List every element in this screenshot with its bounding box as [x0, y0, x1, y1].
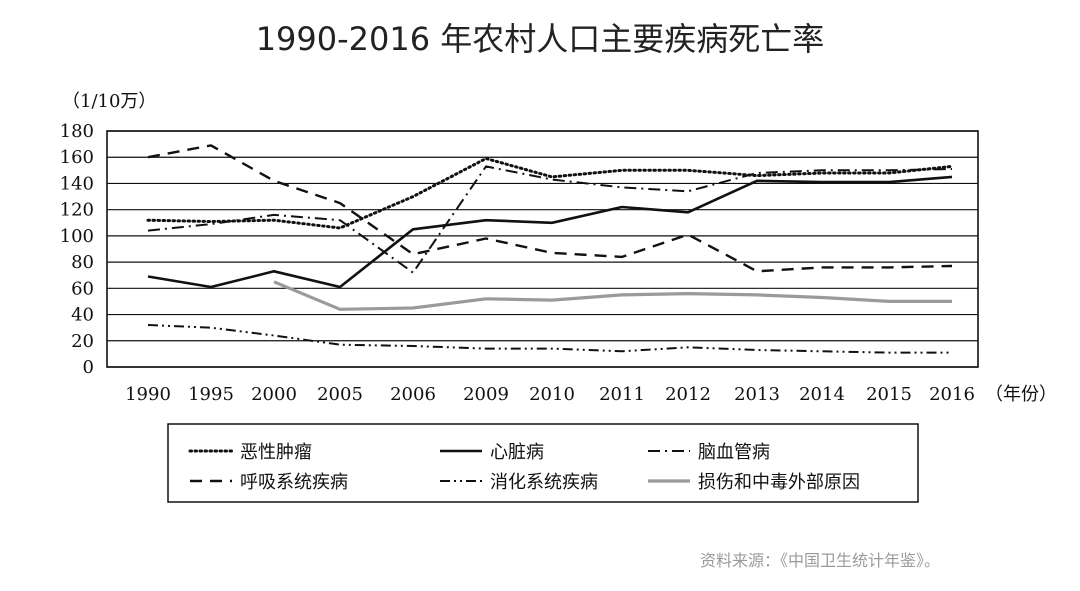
legend-label-digestive: 消化系统疾病 — [490, 472, 598, 493]
series-line-heart — [147, 175, 953, 289]
x-tick-label: 2016 — [929, 384, 975, 405]
source-note: 资料来源：《中国卫生统计年鉴》。 — [700, 551, 940, 570]
legend-box — [167, 423, 919, 503]
y-tick-label: 100 — [60, 226, 94, 247]
series-line-injury — [273, 280, 952, 311]
grid-lines — [107, 130, 978, 368]
x-tick-label: 2011 — [599, 384, 645, 405]
x-tick-label: 2005 — [317, 384, 363, 405]
x-tick-label: 2014 — [799, 384, 845, 405]
x-tick-label: 2015 — [866, 384, 912, 405]
y-tick-label: 120 — [60, 200, 94, 221]
y-tick-label: 40 — [71, 305, 94, 326]
legend-label-heart: 心脏病 — [490, 442, 544, 463]
series-line-malignant — [146, 157, 954, 230]
x-tick-label: 1990 — [125, 384, 171, 405]
legend-label-respiratory: 呼吸系统疾病 — [240, 472, 348, 493]
plot-border — [106, 130, 979, 368]
legend-label-injury: 损伤和中毒外部原因 — [698, 472, 860, 493]
y-tick-labels: 0 20 40 60 80 100 120 140 160 180 — [60, 121, 94, 378]
legend-label-malignant: 恶性肿瘤 — [240, 442, 312, 463]
x-tick-label: 2010 — [529, 384, 575, 405]
y-tick-label: 0 — [83, 357, 94, 378]
plot-frame — [106, 130, 979, 368]
y-tick-label: 180 — [60, 121, 94, 142]
x-tick-label: 2000 — [251, 384, 297, 405]
x-tick-label: 2013 — [734, 384, 780, 405]
series-lines — [146, 144, 954, 354]
x-tick-label: 2009 — [463, 384, 509, 405]
legend-label-cerebro: 脑血管病 — [698, 442, 770, 463]
x-tick-label: 2012 — [665, 384, 711, 405]
y-tick-label: 20 — [71, 331, 94, 352]
y-tick-label: 160 — [60, 147, 94, 168]
x-tick-label: 1995 — [188, 384, 234, 405]
series-line-respiratory — [147, 144, 953, 273]
x-tick-label: 2006 — [390, 384, 436, 405]
y-tick-label: 60 — [71, 278, 94, 299]
x-tick-labels: 1990 1995 2000 2005 2006 2009 2010 2011 2012 2013… — [125, 384, 975, 405]
y-tick-label: 80 — [71, 252, 94, 273]
series-line-cerebro — [147, 165, 953, 274]
y-axis-unit: （1/10万） — [62, 91, 156, 112]
series-line-digestive — [147, 324, 952, 354]
x-axis-unit: （年份） — [985, 384, 1057, 405]
chart-title: 1990-2016 年农村人口主要疾病死亡率 — [256, 20, 825, 58]
y-tick-label: 140 — [60, 173, 94, 194]
